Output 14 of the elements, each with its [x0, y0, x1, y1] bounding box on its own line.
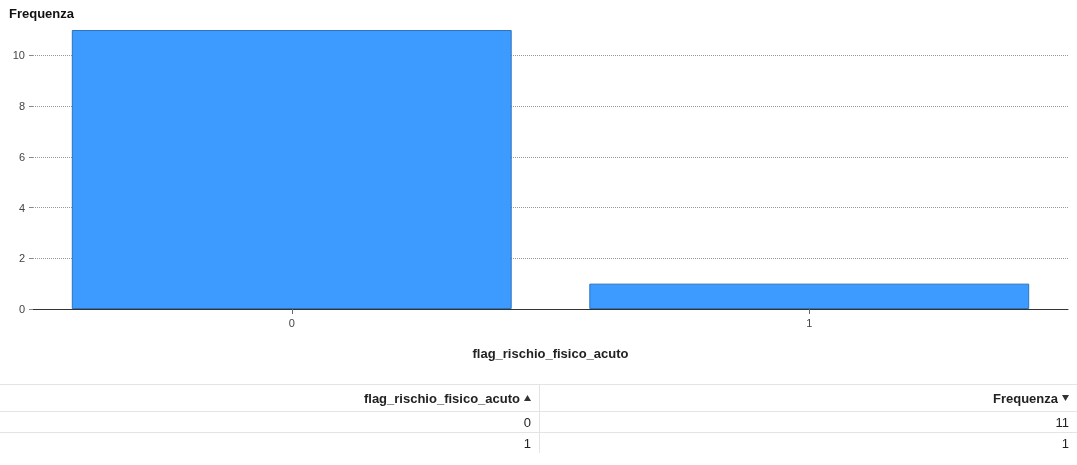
y-axis-title: Frequenza [9, 6, 75, 21]
y-tick-label: 10 [12, 49, 25, 62]
text: 1 [0, 433, 540, 453]
y-tick-label: 6 [18, 150, 25, 163]
text: 1 [1060, 434, 1070, 453]
text: 0 [0, 412, 540, 432]
x-axis-title: flag_rischio_fisico_acuto [472, 346, 629, 361]
text: flag_rischio_fisico_acuto [363, 390, 520, 406]
y-tick-label: 8 [18, 100, 25, 113]
y-tick-label: 2 [18, 252, 25, 265]
text: 11 [1054, 413, 1070, 432]
y-tick-label: 4 [18, 201, 25, 214]
y-tick-label: 0 [18, 303, 25, 315]
text: Frequenza [992, 390, 1058, 406]
